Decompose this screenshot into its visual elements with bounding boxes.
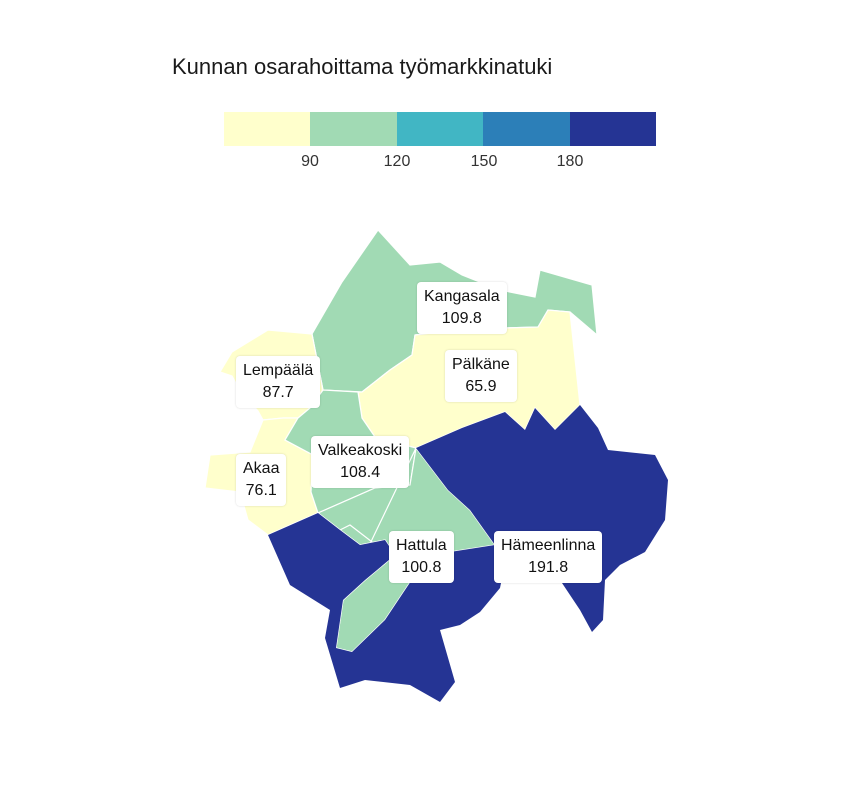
label-lempaala: Lempäälä 87.7 bbox=[236, 356, 321, 408]
region-value: 65.9 bbox=[465, 378, 497, 395]
label-akaa: Akaa 76.1 bbox=[236, 454, 287, 506]
region-name: Hämeenlinna bbox=[501, 537, 596, 554]
label-hattula: Hattula 100.8 bbox=[389, 531, 454, 583]
legend-tick: 90 bbox=[301, 153, 319, 170]
legend-swatch-5 bbox=[569, 112, 656, 146]
legend-tick: 150 bbox=[470, 153, 498, 170]
region-name: Akaa bbox=[243, 460, 280, 477]
legend-tick: 180 bbox=[556, 153, 584, 170]
region-value: 108.4 bbox=[340, 464, 381, 481]
region-name: Hattula bbox=[396, 537, 447, 554]
legend-swatch-3 bbox=[396, 112, 484, 146]
label-palkane: Pälkäne 65.9 bbox=[445, 350, 517, 402]
region-value: 100.8 bbox=[401, 559, 442, 576]
label-kangasala: Kangasala 109.8 bbox=[417, 282, 507, 334]
map-title: Kunnan osarahoittama työmarkkinatuki bbox=[172, 54, 553, 79]
legend-swatch-1 bbox=[224, 112, 311, 146]
legend-swatch-2 bbox=[310, 112, 397, 146]
region-value: 109.8 bbox=[441, 310, 482, 327]
region-name: Pälkäne bbox=[452, 356, 510, 373]
label-hameenlinna: Hämeenlinna 191.8 bbox=[494, 531, 603, 583]
legend-tick: 120 bbox=[383, 153, 411, 170]
label-valkeakoski: Valkeakoski 108.4 bbox=[311, 436, 410, 488]
region-value: 191.8 bbox=[528, 559, 569, 576]
region-hameenlinna-body[interactable] bbox=[416, 405, 668, 632]
region-name: Lempäälä bbox=[243, 362, 314, 379]
region-value: 76.1 bbox=[245, 482, 277, 499]
region-name: Valkeakoski bbox=[318, 442, 403, 459]
region-name: Kangasala bbox=[424, 288, 500, 305]
color-legend bbox=[224, 112, 656, 146]
legend-swatch-4 bbox=[483, 112, 570, 146]
region-value: 87.7 bbox=[262, 384, 294, 401]
